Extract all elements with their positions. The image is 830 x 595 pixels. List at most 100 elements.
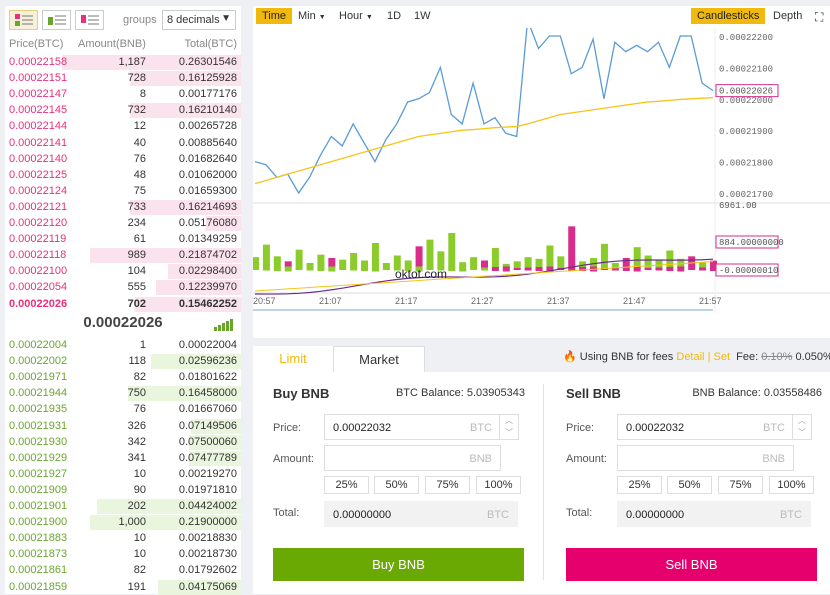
ma-line [254,96,714,185]
ask-row[interactable]: 0.00022119 61 0.01349259 [5,231,241,247]
sell-pct-75[interactable]: 75% [718,476,763,494]
bid-row[interactable]: 0.00021859 191 0.04175069 [5,579,241,595]
macd-bar [317,267,325,271]
buy-amount-input[interactable]: BNB [324,445,501,471]
week-tab[interactable]: 1W [414,10,431,22]
bid-row[interactable]: 0.00021901 202 0.04424002 [5,498,241,514]
decimals-value: 8 decimals [167,14,220,26]
view-both-icon[interactable] [9,10,38,30]
chevron-down-icon[interactable]: ﹀ [505,428,513,437]
day-tab[interactable]: 1D [387,10,402,22]
total-cell: 0.21900000 [178,516,237,529]
sell-amount-input[interactable]: BNB [617,445,794,471]
buy-pct-100[interactable]: 100% [476,476,521,494]
total-cell: 0.01792602 [178,564,237,577]
sell-price-input[interactable]: 0.00022032 BTC [617,414,794,440]
volume-tag-label: 884.00000000 [719,238,784,248]
ask-row[interactable]: 0.00022144 12 0.00265728 [5,118,241,134]
macd-bar [382,268,390,270]
ask-row[interactable]: 0.00022124 75 0.01659300 [5,183,241,199]
bid-row[interactable]: 0.00021900 1,000 0.21900000 [5,514,241,531]
ask-row[interactable]: 0.00022026 702 0.15462252 [5,296,241,312]
buy-price-input[interactable]: 0.00022032 BTC [324,414,501,440]
amount-cell: 10 [133,548,146,561]
sell-price-stepper[interactable]: ︿ ﹀ [792,414,812,440]
chart-canvas[interactable]: 0.00022200 0.00022100 0.00022000 0.00021900… [253,28,830,338]
caret-down-icon: ▼ [365,14,373,21]
ask-row[interactable]: 0.00022151 728 0.16125928 [5,70,241,87]
ask-row[interactable]: 0.00022121 733 0.16214693 [5,199,241,215]
order-type-tabs: Limit Market 🔥 Using BNB for fees Detail… [253,346,830,372]
ask-row[interactable]: 0.00022145 732 0.16210140 [5,102,241,119]
depth-tab[interactable]: Depth [773,10,803,22]
total-cell: 0.01659300 [178,184,237,197]
min-tab[interactable]: Min ▼ [292,8,332,24]
bid-row[interactable]: 0.00021929 341 0.07477789 [5,450,241,466]
total-cell: 0.26301546 [178,56,237,68]
fullscreen-icon[interactable]: ⛶ [815,10,824,24]
sell-pct-50[interactable]: 50% [667,476,712,494]
divider [543,384,544,580]
buy-pct-75[interactable]: 75% [425,476,470,494]
ask-row[interactable]: 0.00022054 555 0.12239970 [5,279,241,296]
tab-market[interactable]: Market [333,346,425,372]
chevron-down-icon[interactable]: ﹀ [798,428,806,437]
bid-row[interactable]: 0.00021861 82 0.01792602 [5,562,241,578]
bid-row[interactable]: 0.00022004 1 0.00022004 [5,337,241,353]
sell-pct-25[interactable]: 25% [617,476,662,494]
volume-bar [426,239,434,268]
buy-pct-25[interactable]: 25% [324,476,369,494]
fee-text: Using BNB for fees [579,351,674,363]
volume-bar [491,248,499,268]
ask-row[interactable]: 0.00022118 989 0.21874702 [5,247,241,264]
bid-row[interactable]: 0.00021909 90 0.01971810 [5,482,241,498]
x-tick-label: 21:07 [319,296,342,306]
candlesticks-tab[interactable]: Candlesticks [691,8,766,24]
sell-title: Sell BNB [566,386,621,401]
ask-row[interactable]: 0.00022141 40 0.00885640 [5,135,241,151]
bid-row[interactable]: 0.00021930 342 0.07500060 [5,434,241,450]
view-asks-icon[interactable] [75,10,104,30]
tab-limit[interactable]: Limit [253,346,333,372]
sell-pct-100[interactable]: 100% [769,476,814,494]
bid-row[interactable]: 0.00021971 82 0.01801622 [5,369,241,385]
ask-row[interactable]: 0.00022125 48 0.01062000 [5,167,241,183]
buy-pct-50[interactable]: 50% [374,476,419,494]
volume-bar [361,260,369,268]
bid-row[interactable]: 0.00021935 76 0.01667060 [5,401,241,417]
fee-detail-link[interactable]: Detail [676,351,705,363]
ask-row[interactable]: 0.00022100 104 0.02298400 [5,263,241,280]
bid-row[interactable]: 0.00022002 118 0.02596236 [5,353,241,370]
ask-row[interactable]: 0.00022147 8 0.00177176 [5,86,241,102]
buy-button[interactable]: Buy BNB [273,548,524,581]
bid-row[interactable]: 0.00021927 10 0.00219270 [5,466,241,482]
bid-row[interactable]: 0.00021873 10 0.00218730 [5,546,241,562]
price-cell: 0.00021873 [9,548,68,561]
sell-total-label: Total: [566,507,593,519]
last-price-tag-label: 0.00022026 [719,87,773,97]
sell-total-field: 0.00000000 BTC [617,501,811,527]
chevron-up-icon[interactable]: ︿ [505,416,513,425]
bid-row[interactable]: 0.00021931 326 0.07149506 [5,418,241,434]
ask-row[interactable]: 0.00022120 234 0.05176080 [5,215,241,231]
bid-row[interactable]: 0.00021944 750 0.16458000 [5,385,241,402]
sell-button[interactable]: Sell BNB [566,548,817,581]
macd-bar [328,266,336,272]
total-cell: 0.02596236 [178,355,237,368]
hour-tab[interactable]: Hour ▼ [333,8,379,24]
ask-row[interactable]: 0.00022140 76 0.01682640 [5,151,241,167]
x-tick-label: 21:57 [699,296,722,306]
x-tick-label: 20:57 [253,296,276,306]
signal-bars-icon [214,319,233,331]
time-tab[interactable]: Time [256,8,293,24]
bid-row[interactable]: 0.00021883 10 0.00218830 [5,530,241,546]
buy-price-stepper[interactable]: ︿ ﹀ [499,414,519,440]
decimals-select[interactable]: 8 decimals ▼ [162,10,236,30]
fee-set-link[interactable]: Set [713,351,730,363]
macd-bar [579,267,587,271]
chevron-up-icon[interactable]: ︿ [798,416,806,425]
macd-bar [535,267,543,271]
ask-row[interactable]: 0.00022158 1,187 0.26301546 [5,54,241,70]
view-bids-icon[interactable] [42,10,71,30]
total-cell: 0.07149506 [178,419,237,432]
